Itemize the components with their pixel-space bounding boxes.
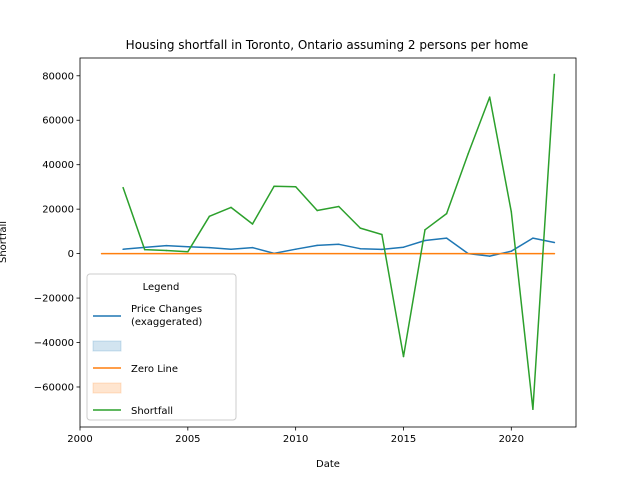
legend-entries: Price Changes (exaggerated) Zero Line Short…: [92, 304, 202, 417]
data-point-price-changes: [381, 248, 383, 251]
data-point-price-changes: [316, 244, 318, 247]
data-point-price-changes: [359, 247, 362, 250]
data-point-zero-line: [100, 252, 103, 255]
legend-swatch-band-1: [92, 340, 122, 352]
data-point-shortfall: [381, 233, 383, 236]
legend: Legend Price Changes (exaggerated) Zero Li…: [86, 273, 237, 421]
data-point-price-changes: [251, 246, 254, 249]
data-point-shortfall: [510, 211, 513, 213]
data-point-shortfall: [316, 209, 318, 212]
data-point-shortfall: [402, 355, 405, 358]
x-tick-label: 2020: [499, 434, 524, 445]
data-point-shortfall: [338, 205, 340, 208]
data-point-shortfall: [445, 212, 448, 215]
data-point-shortfall: [251, 223, 254, 225]
data-point-zero-line: [553, 252, 556, 255]
data-point-shortfall: [359, 227, 362, 229]
x-tick-label: 2005: [175, 434, 200, 445]
data-point-shortfall: [165, 249, 168, 252]
y-axis-ticks: −60000 −40000 −20000 0 20000 40000 60000 80000: [34, 71, 80, 393]
legend-swatch-band-3: [92, 382, 122, 394]
x-tick-label: 2015: [391, 434, 416, 445]
x-axis-title: Date: [316, 459, 340, 470]
data-point-shortfall: [143, 248, 146, 251]
data-point-shortfall: [424, 229, 426, 231]
legend-box: [86, 273, 237, 421]
y-tick-label: 40000: [42, 160, 74, 171]
data-point-price-changes: [187, 245, 189, 248]
data-point-price-changes: [402, 246, 405, 248]
y-tick-label: −20000: [34, 294, 74, 305]
y-tick-label: −60000: [34, 382, 74, 393]
data-point-shortfall: [532, 408, 534, 410]
data-point-price-changes: [230, 248, 232, 250]
data-point-shortfall: [553, 73, 556, 76]
x-tick-label: 2010: [283, 434, 308, 445]
data-point-price-changes: [294, 248, 297, 250]
series-layer: [100, 73, 556, 410]
data-point-price-changes: [488, 255, 491, 257]
legend-label-shortfall: Shortfall: [131, 406, 173, 417]
data-point-price-changes: [445, 237, 448, 239]
data-point-shortfall: [488, 96, 491, 98]
x-axis-ticks: 2000 2005 2010 2015 2020: [67, 427, 524, 445]
y-axis-title: Shortfall: [0, 221, 9, 263]
legend-title: Legend: [143, 282, 180, 293]
x-tick-label: 2000: [67, 434, 92, 445]
data-point-shortfall: [273, 185, 275, 188]
legend-label-price-changes: Price Changes (exaggerated): [131, 304, 202, 328]
data-point-price-changes: [122, 248, 124, 250]
y-tick-label: 0: [68, 249, 74, 260]
chart-title: Housing shortfall in Toronto, Ontario as…: [126, 38, 529, 52]
legend-label-zero-line: Zero Line: [131, 364, 178, 375]
data-point-price-changes: [532, 237, 534, 239]
data-point-shortfall: [294, 185, 297, 188]
data-point-price-changes: [208, 246, 211, 249]
y-tick-label: −40000: [34, 338, 74, 349]
data-point-price-changes: [553, 241, 556, 244]
data-point-price-changes: [424, 239, 426, 242]
y-tick-label: 20000: [42, 205, 74, 216]
plot-frame: [79, 57, 577, 428]
data-point-price-changes: [338, 243, 340, 246]
data-point-shortfall: [208, 215, 211, 218]
data-point-shortfall: [187, 251, 189, 253]
y-tick-label: 60000: [42, 116, 74, 127]
data-point-price-changes: [510, 250, 513, 252]
data-point-shortfall: [122, 186, 124, 189]
data-point-price-changes: [165, 244, 168, 247]
y-tick-label: 80000: [42, 71, 74, 82]
data-point-shortfall: [230, 206, 232, 209]
data-point-shortfall: [467, 152, 469, 155]
